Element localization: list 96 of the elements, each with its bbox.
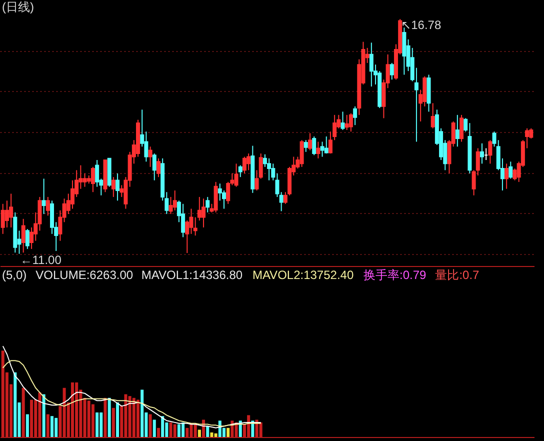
candlestick <box>308 132 312 151</box>
bar <box>1 350 4 437</box>
bar <box>148 414 152 437</box>
text: 量比:0.7 <box>435 268 480 282</box>
candlestick <box>46 196 50 216</box>
bar <box>50 416 54 437</box>
candlestick <box>348 112 353 132</box>
bar <box>91 404 94 437</box>
candlestick <box>82 172 87 188</box>
bar <box>124 394 128 437</box>
text: VOLUME:6263.00 <box>36 268 134 282</box>
candlestick <box>246 153 251 171</box>
candlestick <box>480 142 484 164</box>
candlestick <box>21 218 26 254</box>
bar <box>108 398 111 437</box>
candlestick <box>42 178 46 215</box>
chart-title: (日线) <box>2 0 34 14</box>
candlestick <box>234 163 238 188</box>
candlestick <box>156 158 160 178</box>
candlestick <box>312 136 316 156</box>
bar <box>38 392 42 437</box>
bar <box>132 398 136 437</box>
bar <box>42 394 46 437</box>
bar <box>247 415 250 437</box>
candlestick <box>152 153 156 181</box>
candlestick <box>9 193 14 228</box>
candlestick <box>25 228 30 250</box>
bar <box>87 400 90 437</box>
candlestick <box>344 114 349 130</box>
candlestick <box>430 102 435 129</box>
bar <box>30 400 34 437</box>
candlestick <box>508 161 513 180</box>
annotation: ↖16.78 <box>401 18 442 32</box>
bar <box>186 428 189 437</box>
bar <box>214 433 218 437</box>
bar <box>100 412 103 437</box>
bar <box>26 414 29 437</box>
bar <box>14 372 17 437</box>
candlestick <box>316 141 320 159</box>
bar <box>182 422 185 437</box>
bar <box>173 424 176 437</box>
candlestick <box>390 62 394 80</box>
text: MAVOL1:14336.80 <box>141 268 243 282</box>
candlestick <box>111 176 116 198</box>
text: (5,0) <box>2 268 27 282</box>
bar <box>177 424 180 437</box>
bar <box>104 398 107 437</box>
candlestick <box>504 163 509 190</box>
text: MAVOL2:13752.40 <box>252 268 354 282</box>
bar <box>116 402 120 437</box>
bar <box>210 432 214 437</box>
candlestick <box>148 146 152 168</box>
bar <box>156 428 160 437</box>
bar <box>194 424 197 437</box>
bar <box>226 428 230 437</box>
bar <box>169 422 172 437</box>
candlestick <box>279 192 284 212</box>
candlestick <box>214 181 218 213</box>
bar <box>152 420 156 437</box>
bar <box>46 414 50 437</box>
candlestick <box>369 42 374 87</box>
candlestick <box>172 190 177 211</box>
candlestick <box>181 203 186 238</box>
candlestick <box>116 172 120 202</box>
candlestick <box>242 156 246 174</box>
bar <box>128 396 132 437</box>
bar <box>22 388 25 437</box>
bar <box>62 388 66 437</box>
bar <box>198 430 201 437</box>
candlestick <box>267 158 272 181</box>
candlestick <box>488 140 492 164</box>
candlestick <box>340 111 345 130</box>
candlestick <box>0 203 5 234</box>
bar <box>54 418 58 437</box>
candlestick <box>304 140 308 152</box>
text: 换手率:0.79 <box>364 268 427 282</box>
bar <box>161 416 164 437</box>
bar <box>206 426 210 437</box>
candlestick <box>455 114 460 148</box>
bar <box>190 423 193 437</box>
bar <box>140 390 144 437</box>
candlestick <box>238 164 242 178</box>
bar <box>75 382 78 437</box>
annotation: ←11.00 <box>20 252 62 267</box>
candlestick <box>324 136 328 154</box>
candlestick <box>353 106 358 126</box>
bar <box>136 400 140 437</box>
candlestick <box>90 166 95 193</box>
bar <box>112 408 115 437</box>
candlestick <box>460 114 464 142</box>
bar <box>70 382 74 437</box>
candlestick <box>300 140 304 168</box>
candlestick <box>206 196 210 213</box>
bar <box>259 422 262 437</box>
bar <box>96 412 99 437</box>
candlestick <box>202 198 206 228</box>
